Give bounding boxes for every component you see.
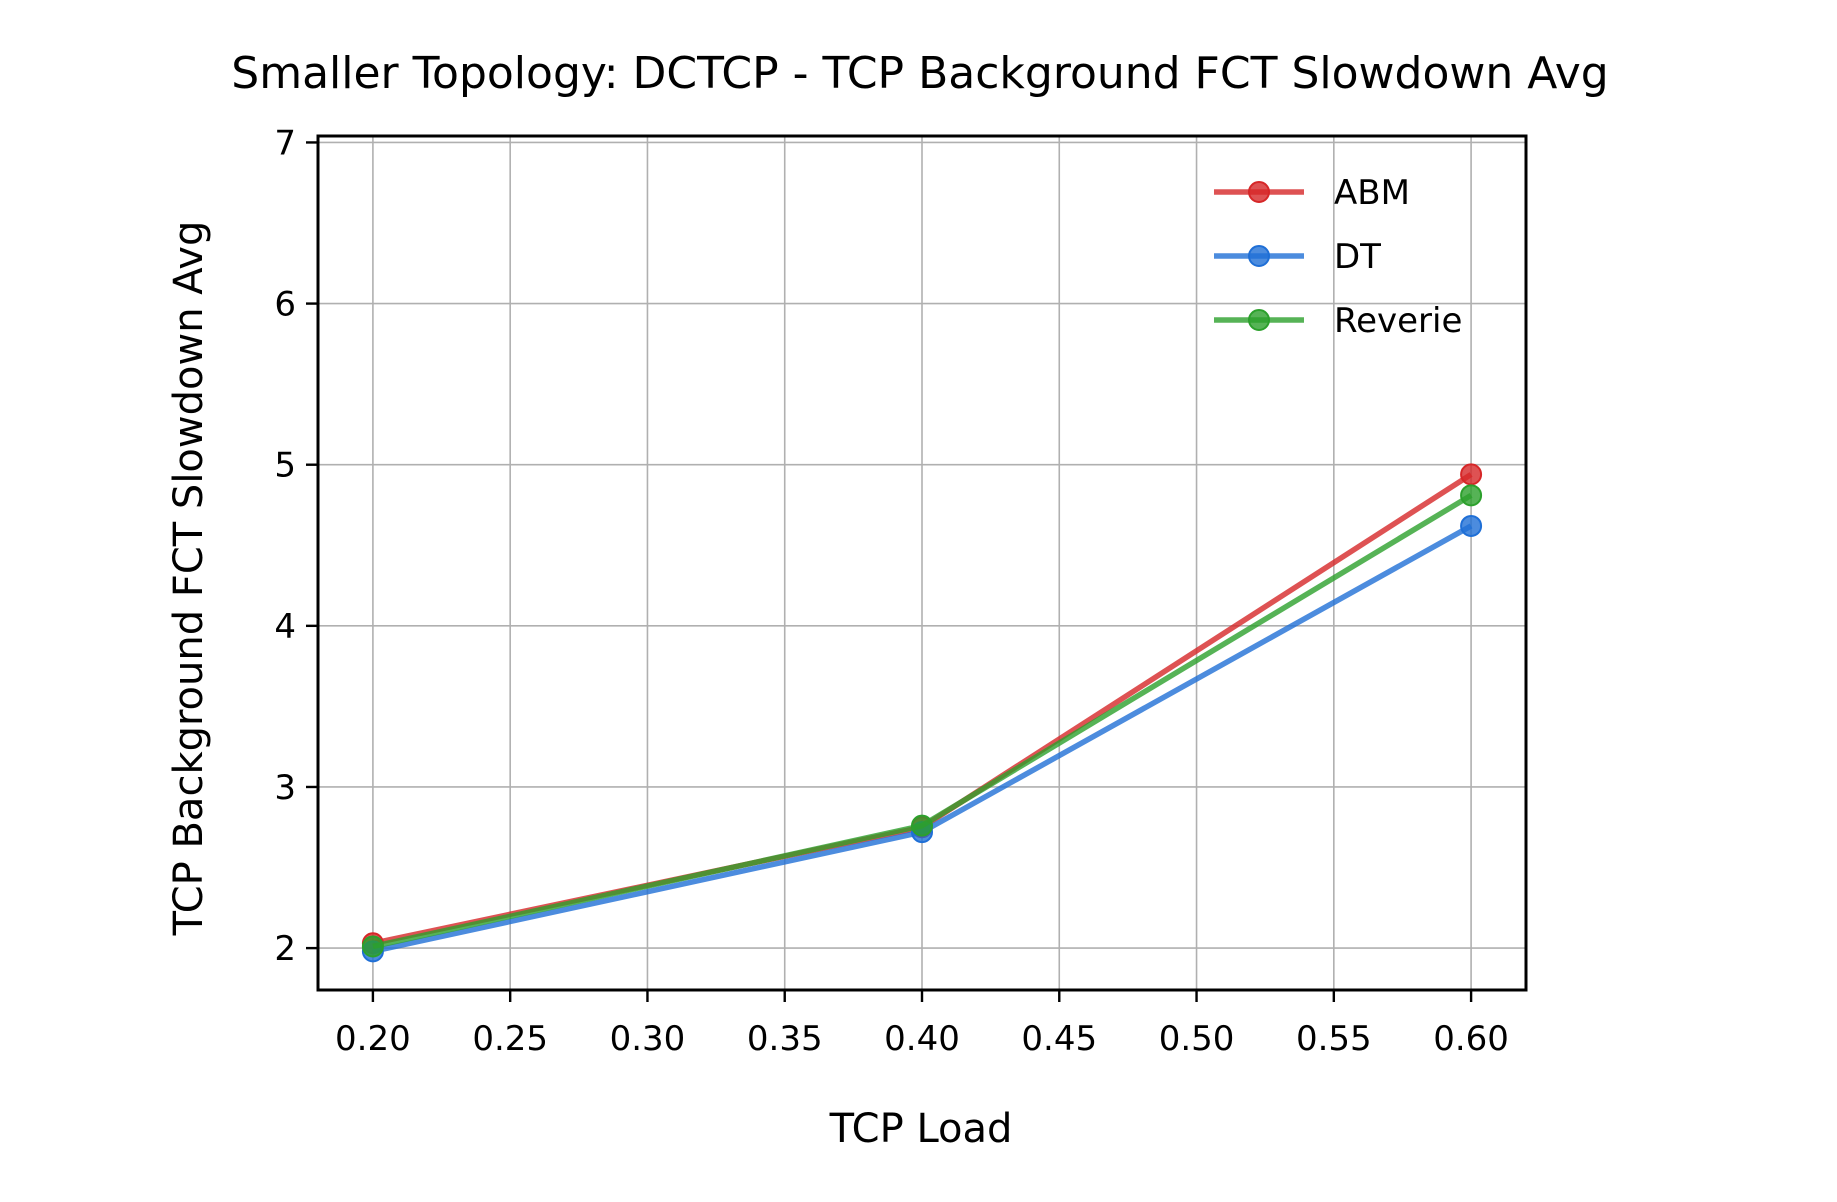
legend: ABM DT Reverie bbox=[1214, 173, 1462, 341]
legend-marker bbox=[1248, 245, 1270, 267]
y-axis-label: TCP Background FCT Slowdown Avg bbox=[166, 221, 212, 937]
y-tick-label: 6 bbox=[274, 285, 296, 325]
series-lines bbox=[361, 463, 1483, 963]
x-tick-label: 0.50 bbox=[1159, 1019, 1235, 1059]
chart-title: Smaller Topology: DCTCP - TCP Background… bbox=[231, 48, 1608, 99]
y-tick-label: 7 bbox=[274, 123, 296, 163]
y-tick-label: 5 bbox=[274, 446, 296, 486]
x-tick-label: 0.30 bbox=[610, 1019, 686, 1059]
y-tick-label: 4 bbox=[274, 607, 296, 647]
data-point-reverie bbox=[1460, 484, 1483, 507]
x-tick-label: 0.25 bbox=[472, 1019, 548, 1059]
x-tick-label: 0.45 bbox=[1021, 1019, 1097, 1059]
ticks: 0.20 0.25 0.30 0.35 0.40 0.45 0.50 0.55 0.60 2 3 4 5… bbox=[274, 123, 1509, 1059]
y-tick-label: 3 bbox=[274, 768, 296, 808]
data-point-reverie bbox=[911, 814, 933, 837]
x-tick-label: 0.35 bbox=[747, 1019, 823, 1059]
x-tick-label: 0.60 bbox=[1433, 1019, 1509, 1059]
legend-marker bbox=[1248, 181, 1270, 203]
legend-label: ABM bbox=[1334, 173, 1410, 213]
x-axis-label: TCP Load bbox=[829, 1106, 1013, 1152]
data-point-reverie bbox=[361, 935, 384, 958]
legend-label: Reverie bbox=[1334, 301, 1462, 341]
x-tick-label: 0.55 bbox=[1296, 1019, 1372, 1059]
y-tick-label: 2 bbox=[274, 929, 296, 969]
grid bbox=[318, 136, 1526, 990]
data-point-dt bbox=[1460, 514, 1483, 537]
data-point-abm bbox=[1460, 463, 1483, 486]
x-tick-label: 0.40 bbox=[884, 1019, 960, 1059]
x-tick-label: 0.20 bbox=[335, 1019, 411, 1059]
legend-marker bbox=[1248, 309, 1270, 331]
legend-label: DT bbox=[1334, 237, 1381, 277]
